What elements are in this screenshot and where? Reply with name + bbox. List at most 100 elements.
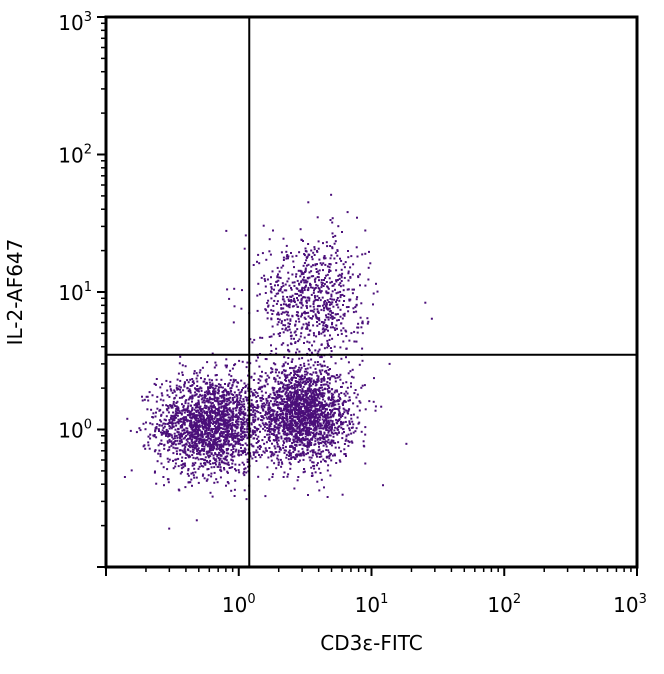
data-point <box>295 421 298 424</box>
data-point <box>202 465 205 468</box>
data-point <box>180 412 183 415</box>
data-point <box>265 449 268 452</box>
data-point <box>323 334 326 337</box>
data-point <box>298 320 301 323</box>
data-point <box>320 286 323 289</box>
data-point <box>289 420 292 422</box>
data-point <box>318 456 321 458</box>
data-point <box>326 366 329 369</box>
data-point <box>318 289 321 292</box>
data-point <box>349 276 352 279</box>
data-point <box>290 334 293 337</box>
data-point <box>225 484 227 487</box>
data-point <box>219 449 222 451</box>
data-point <box>205 479 208 482</box>
data-point <box>183 409 186 411</box>
data-point <box>329 416 332 419</box>
data-point <box>226 364 228 367</box>
data-point <box>147 399 150 402</box>
data-point <box>228 382 231 385</box>
data-point <box>235 448 238 451</box>
data-point <box>211 416 214 419</box>
data-point <box>261 336 264 339</box>
data-point <box>326 388 329 391</box>
data-point <box>160 414 163 417</box>
data-point <box>314 277 317 280</box>
data-point <box>201 425 204 428</box>
data-point <box>299 402 302 405</box>
data-point <box>258 386 261 389</box>
data-point <box>277 429 280 432</box>
data-point <box>193 414 196 417</box>
data-point <box>295 396 298 399</box>
data-point <box>247 409 249 412</box>
data-point <box>338 410 341 413</box>
data-point <box>318 418 321 421</box>
data-point <box>352 402 355 405</box>
data-point <box>315 335 318 338</box>
data-point <box>203 477 206 480</box>
data-point <box>329 326 332 329</box>
data-point <box>293 430 296 433</box>
data-point <box>330 399 332 401</box>
data-point <box>231 445 234 448</box>
data-point <box>306 443 309 445</box>
data-point <box>213 391 216 394</box>
data-point <box>300 390 303 393</box>
data-point <box>193 467 196 470</box>
data-point <box>285 257 288 260</box>
data-point <box>170 417 173 420</box>
data-point <box>298 424 301 427</box>
data-point <box>195 519 198 522</box>
data-point <box>301 377 304 380</box>
data-point <box>203 461 206 464</box>
data-point <box>286 419 289 422</box>
data-point <box>179 472 182 475</box>
data-point <box>192 451 195 454</box>
data-point <box>316 455 318 458</box>
data-point <box>308 329 311 332</box>
data-point <box>177 407 180 410</box>
data-point <box>264 385 267 388</box>
data-point <box>169 380 172 383</box>
data-point <box>288 410 291 413</box>
data-point <box>328 386 331 389</box>
data-point <box>232 444 235 447</box>
data-point <box>287 348 290 351</box>
data-point <box>313 340 316 343</box>
data-point <box>250 423 253 426</box>
data-point <box>323 360 326 363</box>
data-point <box>223 431 225 434</box>
data-point <box>303 254 306 257</box>
data-point <box>320 460 322 463</box>
data-point <box>180 440 183 443</box>
data-point <box>220 443 223 446</box>
data-point <box>316 462 319 465</box>
data-point <box>282 407 285 410</box>
data-point <box>224 428 227 431</box>
data-point <box>253 430 256 433</box>
data-point <box>197 399 200 402</box>
data-point <box>213 404 215 407</box>
data-point <box>299 430 302 433</box>
data-point <box>294 330 297 333</box>
data-point <box>196 388 199 391</box>
data-point <box>312 303 315 305</box>
data-point <box>130 469 133 472</box>
data-point <box>201 366 204 369</box>
data-point <box>348 421 351 424</box>
data-point <box>224 420 226 423</box>
data-point <box>326 436 329 439</box>
data-point <box>324 318 327 321</box>
data-point <box>169 422 172 424</box>
data-point <box>288 300 291 302</box>
data-point <box>183 463 186 466</box>
data-point <box>322 331 325 334</box>
data-point <box>326 381 329 383</box>
data-point <box>304 247 307 250</box>
data-point <box>186 472 189 475</box>
data-point <box>300 419 303 422</box>
data-point <box>276 300 279 303</box>
data-point <box>223 443 226 446</box>
data-point <box>185 434 188 437</box>
